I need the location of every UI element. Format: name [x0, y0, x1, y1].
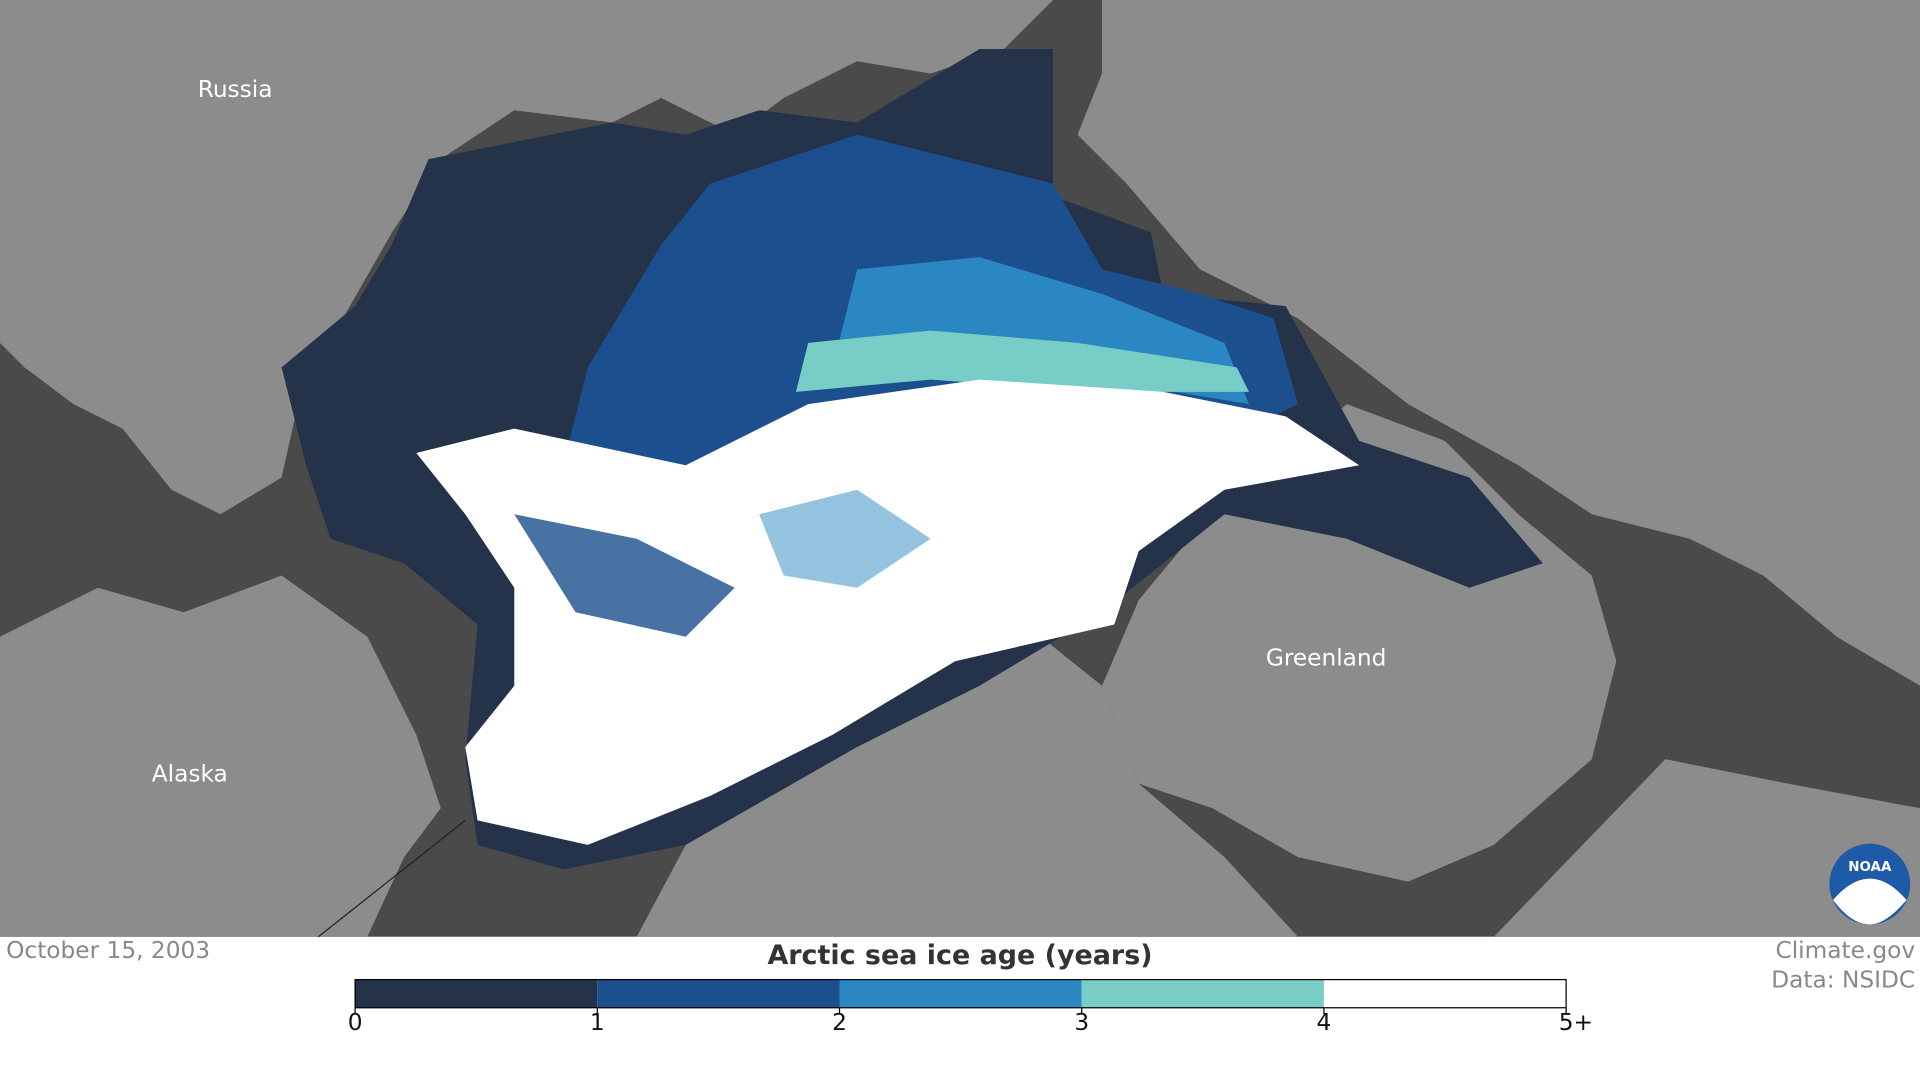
tick-label: 4: [1317, 1009, 1332, 1036]
tick-label: 3: [1074, 1009, 1089, 1036]
color-swatch: [597, 979, 840, 1008]
tick-label: 0: [348, 1009, 363, 1036]
legend-title: Arctic sea ice age (years): [767, 940, 1152, 971]
tick-label: 2: [832, 1009, 847, 1036]
color-swatch: [839, 979, 1082, 1008]
color-swatch: [1323, 979, 1567, 1008]
logo-text: NOAA: [1848, 860, 1892, 875]
map-label: Greenland: [1266, 644, 1387, 671]
date: October 15, 2003: [6, 937, 210, 964]
logo: NOAA: [1829, 843, 1911, 925]
sea-ice: [281, 48, 1543, 870]
map-label: Russia: [198, 76, 273, 103]
colorbar-frame: [354, 978, 1567, 1009]
credit: Climate.gov: [1775, 937, 1915, 964]
tick-label: 5+: [1559, 1009, 1593, 1036]
credit: Data: NSIDC: [1771, 966, 1915, 993]
color-swatch: [1081, 979, 1324, 1008]
map-label: Alaska: [152, 761, 228, 788]
boundary-line: [317, 819, 466, 938]
colorbar: 0 1 2 3 4 5+: [348, 978, 1593, 1036]
color-swatch: [355, 979, 598, 1008]
tick-label: 1: [590, 1009, 605, 1036]
